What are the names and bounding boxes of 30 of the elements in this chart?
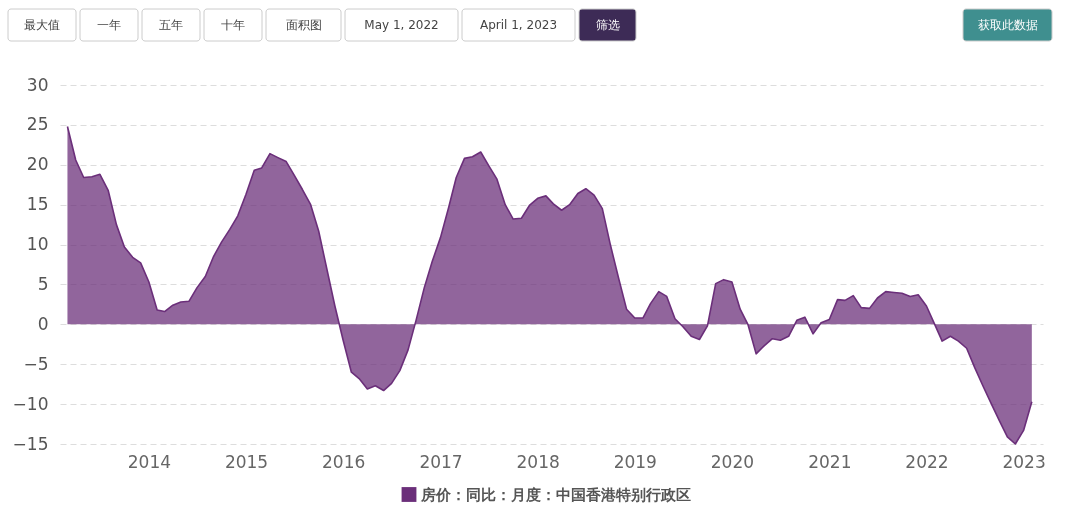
y-tick-label: 20 (26, 154, 49, 175)
y-tick-label: −5 (23, 353, 49, 374)
y-tick-label: 15 (26, 194, 49, 215)
y-tick-label: −10 (12, 393, 49, 414)
x-tick-label: 2015 (224, 451, 269, 472)
y-tick-label: −15 (12, 433, 49, 454)
text: April 1, 2023 (479, 18, 558, 32)
x-tick-label: 2017 (419, 451, 463, 472)
text: 一年 (97, 18, 121, 32)
y-tick-label: 5 (37, 273, 49, 294)
x-tick-label: 2018 (516, 451, 560, 472)
x-tick-label: 2021 (808, 451, 852, 472)
y-tick-label: 25 (26, 114, 49, 135)
text: 面积图 (285, 18, 322, 32)
text: 五年 (159, 18, 183, 32)
y-tick-label: 0 (37, 313, 49, 334)
x-tick-label: 2022 (905, 451, 949, 472)
y-tick-label: 10 (26, 234, 49, 255)
text: 十年 (221, 18, 245, 32)
text: 最大值 (24, 18, 60, 32)
x-tick-label: 2014 (127, 451, 172, 472)
y-tick-label: 30 (26, 74, 49, 95)
text: 筛选 (595, 18, 620, 32)
x-tick-label: 2020 (710, 451, 755, 472)
text: May 1, 2022 (364, 18, 439, 32)
x-tick-label: 2016 (322, 451, 366, 472)
legend-label: 房价：同比：月度：中国香港特别行政区 (419, 485, 691, 504)
text: 获取此数据 (977, 18, 1038, 32)
x-tick-label: 2023 (1002, 451, 1046, 472)
x-tick-label: 2019 (613, 451, 657, 472)
